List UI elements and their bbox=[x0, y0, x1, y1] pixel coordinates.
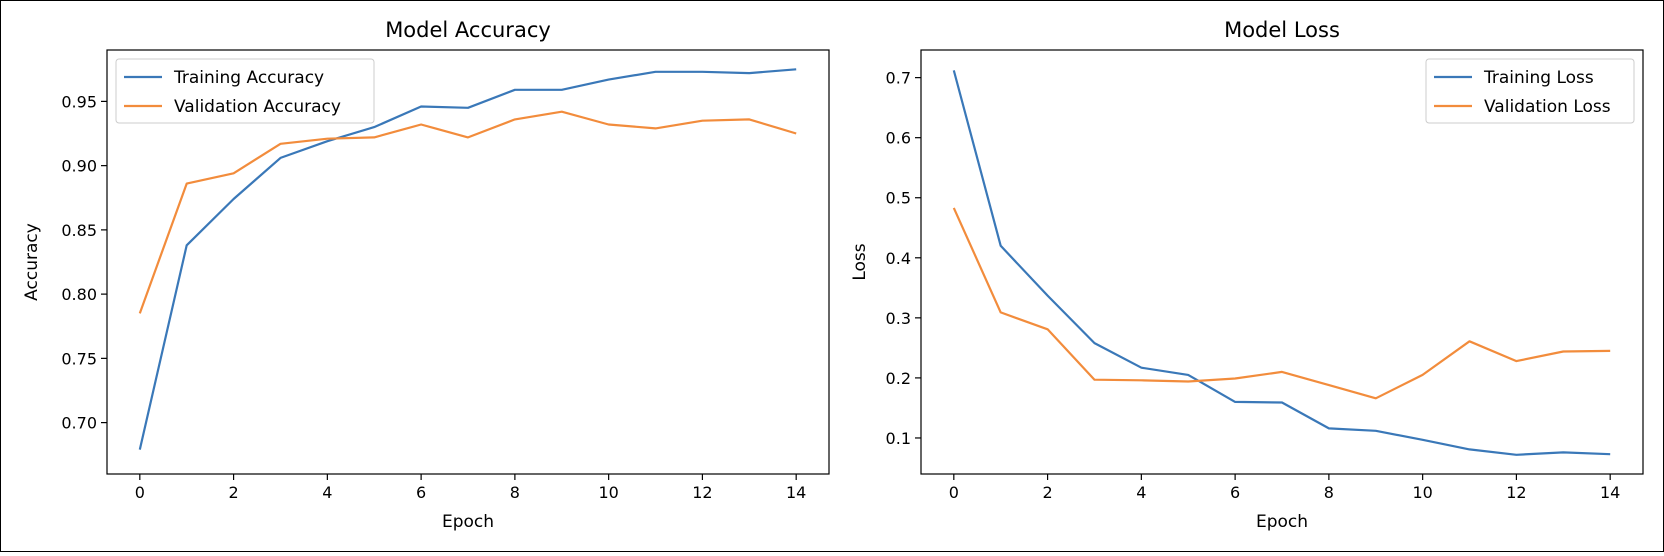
y-tick-label: 0.4 bbox=[886, 249, 911, 268]
legend-label: Validation Accuracy bbox=[174, 97, 341, 117]
accuracy-chart: Model Accuracy 0 2 4 6 8 10 12 14 0.70 0.75 0.80 0.8… bbox=[22, 18, 830, 532]
y-tick-label: 0.80 bbox=[61, 285, 97, 304]
legend-label: Training Loss bbox=[1483, 68, 1594, 88]
y-tick-label: 0.95 bbox=[61, 92, 97, 111]
x-tick-label: 4 bbox=[1136, 483, 1146, 502]
x-tick-label: 14 bbox=[1600, 483, 1620, 502]
legend-label: Validation Loss bbox=[1484, 97, 1611, 117]
legend: Training Loss Validation Loss bbox=[1425, 58, 1635, 124]
y-tick-label: 0.7 bbox=[886, 69, 911, 88]
x-tick-label: 6 bbox=[416, 483, 426, 502]
legend: Training Accuracy Validation Accuracy bbox=[115, 58, 375, 124]
x-tick-label: 8 bbox=[1324, 483, 1334, 502]
series-line-validation bbox=[952, 207, 1611, 400]
series-line-validation bbox=[138, 110, 797, 314]
legend-box bbox=[1425, 58, 1635, 124]
y-tick-label: 0.5 bbox=[886, 189, 911, 208]
y-tick-label: 0.75 bbox=[61, 349, 97, 368]
x-tick-label: 0 bbox=[135, 483, 145, 502]
plot-frame bbox=[106, 49, 830, 475]
y-axis-label: Accuracy bbox=[22, 223, 42, 301]
chart-title: Model Accuracy bbox=[385, 18, 551, 42]
series-line-training bbox=[138, 68, 797, 450]
x-tick-label: 0 bbox=[949, 483, 959, 502]
x-tick-label: 10 bbox=[598, 483, 618, 502]
chart-title: Model Loss bbox=[1224, 18, 1340, 42]
x-tick-label: 10 bbox=[1412, 483, 1432, 502]
x-tick-label: 12 bbox=[692, 483, 712, 502]
y-tick-label: 0.2 bbox=[886, 369, 911, 388]
y-tick-label: 0.1 bbox=[886, 429, 911, 448]
y-axis-label: Loss bbox=[850, 243, 870, 280]
loss-chart: Model Loss 0 2 4 6 8 10 12 14 0.1 0.2 0.3 0.4 0.5 0.6 0… bbox=[850, 18, 1644, 532]
y-tick-label: 0.3 bbox=[886, 309, 911, 328]
x-tick-label: 6 bbox=[1230, 483, 1240, 502]
series-line-training bbox=[952, 70, 1611, 456]
x-axis-label: Epoch bbox=[1256, 512, 1308, 532]
y-tick-label: 0.90 bbox=[61, 157, 97, 176]
x-tick-label: 12 bbox=[1506, 483, 1526, 502]
x-tick-label: 2 bbox=[228, 483, 238, 502]
legend-box bbox=[115, 58, 375, 124]
x-tick-label: 8 bbox=[510, 483, 520, 502]
legend-label: Training Accuracy bbox=[173, 68, 324, 88]
y-tick-label: 0.85 bbox=[61, 221, 97, 240]
plot-frame bbox=[920, 49, 1644, 475]
x-tick-label: 2 bbox=[1042, 483, 1052, 502]
y-tick-label: 0.6 bbox=[886, 129, 911, 148]
y-tick-label: 0.70 bbox=[61, 414, 97, 433]
x-tick-label: 14 bbox=[786, 483, 806, 502]
x-axis-label: Epoch bbox=[442, 512, 494, 532]
x-tick-label: 4 bbox=[322, 483, 332, 502]
